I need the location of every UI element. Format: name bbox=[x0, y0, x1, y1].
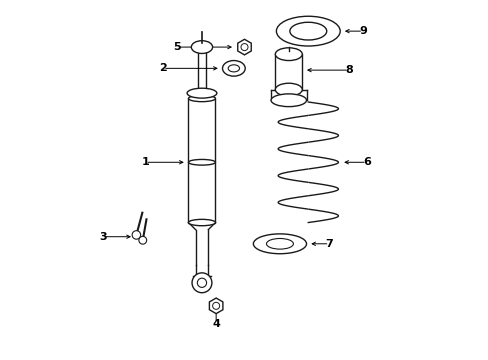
Polygon shape bbox=[237, 39, 251, 55]
Ellipse shape bbox=[188, 219, 215, 226]
Ellipse shape bbox=[222, 60, 244, 76]
Circle shape bbox=[132, 231, 141, 239]
Circle shape bbox=[139, 237, 146, 244]
Polygon shape bbox=[209, 298, 223, 314]
Ellipse shape bbox=[270, 94, 306, 107]
Ellipse shape bbox=[289, 22, 326, 40]
Ellipse shape bbox=[275, 48, 302, 60]
Polygon shape bbox=[188, 99, 215, 162]
Text: 5: 5 bbox=[173, 42, 181, 52]
Circle shape bbox=[192, 273, 211, 293]
Ellipse shape bbox=[228, 65, 239, 72]
Ellipse shape bbox=[275, 83, 302, 96]
Circle shape bbox=[197, 278, 206, 287]
Circle shape bbox=[241, 44, 247, 51]
Circle shape bbox=[212, 302, 219, 309]
Text: 4: 4 bbox=[212, 319, 220, 329]
Text: 7: 7 bbox=[325, 239, 333, 249]
Ellipse shape bbox=[187, 88, 216, 98]
Ellipse shape bbox=[266, 238, 293, 249]
Text: 3: 3 bbox=[99, 232, 106, 242]
Ellipse shape bbox=[253, 234, 306, 254]
Text: 6: 6 bbox=[362, 157, 370, 167]
Ellipse shape bbox=[188, 159, 215, 165]
Text: 8: 8 bbox=[345, 65, 352, 75]
Text: 1: 1 bbox=[141, 157, 149, 167]
Ellipse shape bbox=[191, 41, 212, 54]
Ellipse shape bbox=[276, 16, 340, 46]
Polygon shape bbox=[188, 162, 215, 222]
Text: 9: 9 bbox=[359, 26, 366, 36]
Ellipse shape bbox=[188, 95, 215, 102]
Text: 2: 2 bbox=[159, 63, 166, 73]
